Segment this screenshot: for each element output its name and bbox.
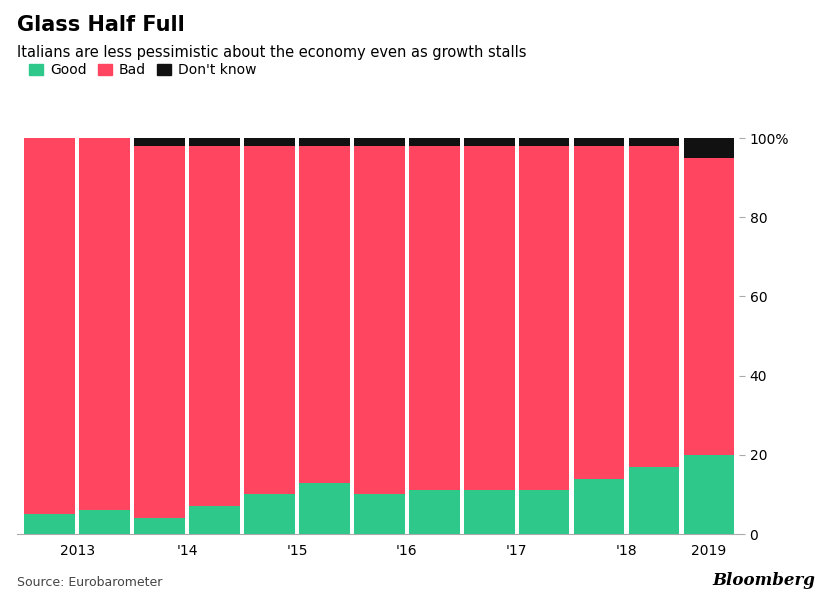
Bar — [519, 490, 570, 534]
Bar — [299, 482, 349, 534]
Bar — [409, 146, 459, 490]
Bar — [519, 138, 570, 146]
Bar — [354, 146, 405, 494]
Bar — [189, 146, 240, 506]
Bar — [519, 146, 570, 490]
Text: Bloomberg: Bloomberg — [712, 572, 815, 589]
Bar — [244, 146, 295, 494]
Bar — [684, 455, 734, 534]
Bar — [299, 138, 349, 146]
Bar — [244, 138, 295, 146]
Bar — [464, 490, 515, 534]
Bar — [354, 138, 405, 146]
Bar — [684, 138, 734, 158]
Bar — [684, 158, 734, 455]
Bar — [574, 146, 624, 479]
Bar — [464, 138, 515, 146]
Bar — [574, 138, 624, 146]
Bar — [189, 506, 240, 534]
Bar — [24, 514, 75, 534]
Bar — [134, 146, 185, 518]
Bar — [134, 138, 185, 146]
Bar — [134, 518, 185, 534]
Bar — [409, 138, 459, 146]
Bar — [244, 494, 295, 534]
Text: Glass Half Full: Glass Half Full — [17, 15, 185, 35]
Bar — [299, 146, 349, 482]
Bar — [409, 490, 459, 534]
Bar — [80, 138, 130, 510]
Bar — [24, 138, 75, 514]
Legend: Good, Bad, Don't know: Good, Bad, Don't know — [24, 58, 262, 83]
Text: Italians are less pessimistic about the economy even as growth stalls: Italians are less pessimistic about the … — [17, 45, 527, 60]
Bar — [354, 494, 405, 534]
Bar — [80, 510, 130, 534]
Bar — [629, 467, 680, 534]
Bar — [574, 479, 624, 534]
Bar — [189, 138, 240, 146]
Bar — [464, 146, 515, 490]
Bar — [629, 138, 680, 146]
Bar — [629, 146, 680, 467]
Text: Source: Eurobarometer: Source: Eurobarometer — [17, 576, 162, 589]
